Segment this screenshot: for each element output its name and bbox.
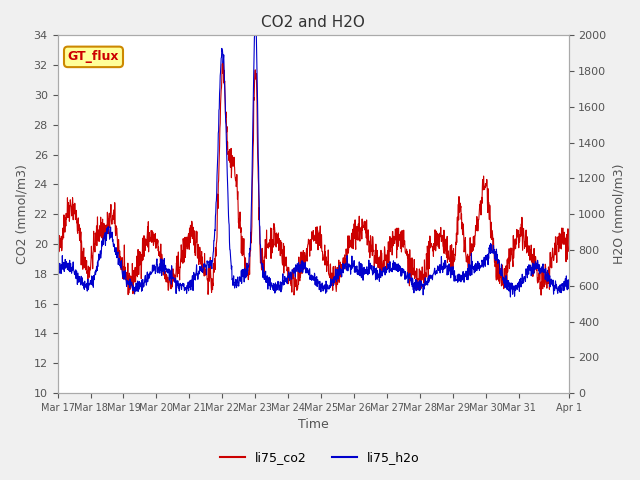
Title: CO2 and H2O: CO2 and H2O <box>261 15 365 30</box>
Legend: li75_co2, li75_h2o: li75_co2, li75_h2o <box>215 446 425 469</box>
Text: GT_flux: GT_flux <box>68 50 119 63</box>
Y-axis label: CO2 (mmol/m3): CO2 (mmol/m3) <box>15 164 28 264</box>
X-axis label: Time: Time <box>298 419 328 432</box>
Y-axis label: H2O (mmol/m3): H2O (mmol/m3) <box>612 164 625 264</box>
